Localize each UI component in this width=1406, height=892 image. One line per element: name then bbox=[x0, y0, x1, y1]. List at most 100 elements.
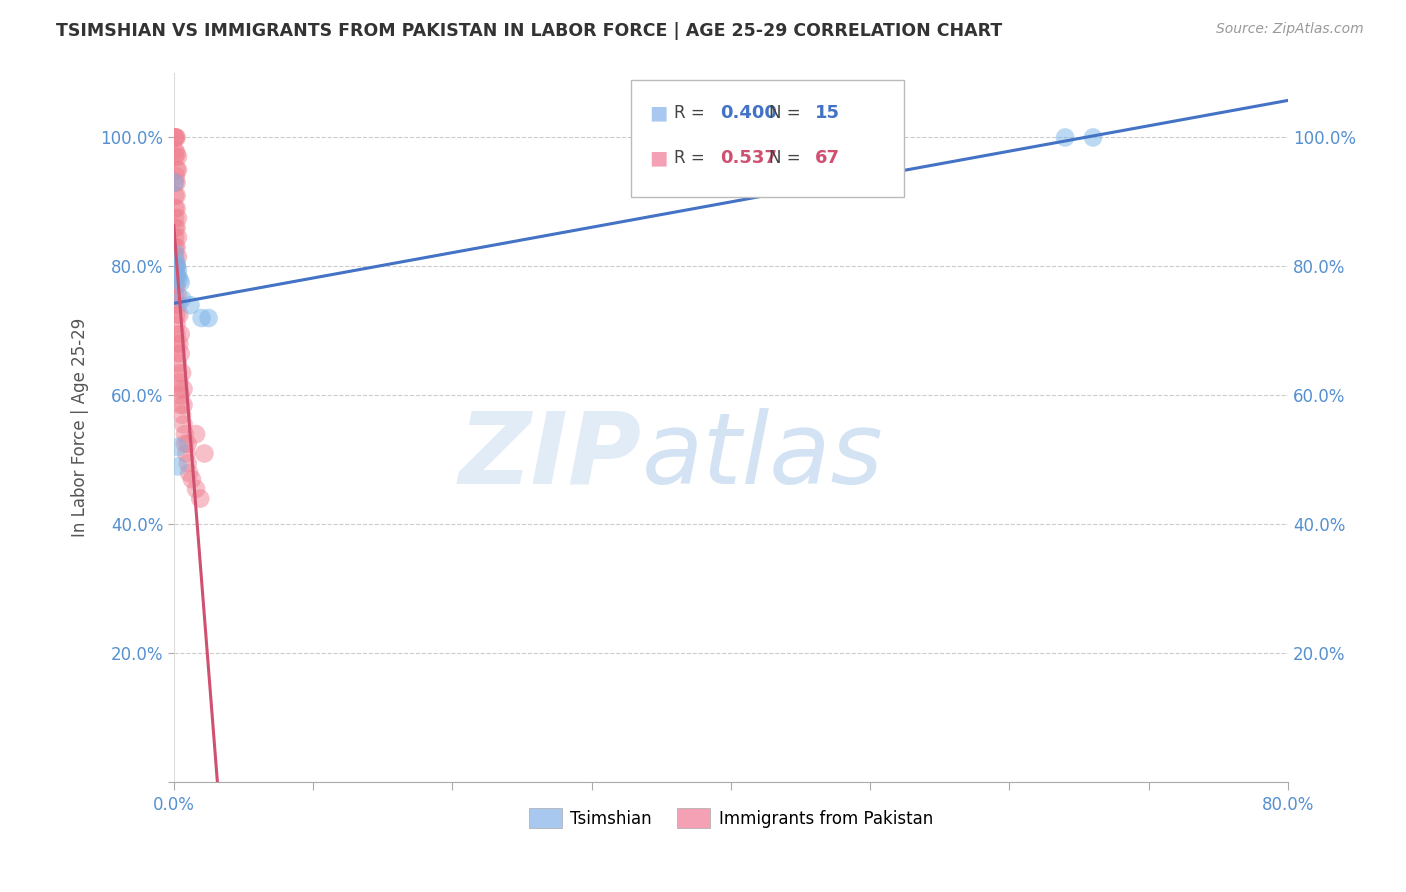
Point bbox=[167, 269, 190, 284]
Point bbox=[165, 130, 187, 145]
Point bbox=[166, 260, 188, 274]
Y-axis label: In Labor Force | Age 25-29: In Labor Force | Age 25-29 bbox=[72, 318, 89, 537]
Point bbox=[169, 308, 191, 322]
Point bbox=[166, 256, 188, 270]
Point bbox=[169, 272, 191, 286]
Point bbox=[166, 278, 188, 293]
Point bbox=[166, 308, 188, 322]
Point bbox=[167, 162, 190, 177]
Text: R =: R = bbox=[673, 149, 710, 167]
Point bbox=[179, 298, 201, 312]
Text: ZIP: ZIP bbox=[458, 408, 641, 505]
Point bbox=[165, 130, 187, 145]
Point bbox=[167, 211, 190, 225]
Point bbox=[169, 382, 191, 396]
Point bbox=[166, 176, 188, 190]
Point bbox=[166, 346, 188, 360]
Point bbox=[190, 311, 212, 326]
Point bbox=[176, 446, 198, 460]
Point bbox=[169, 376, 191, 390]
Point bbox=[165, 169, 187, 183]
Legend: Tsimshian, Immigrants from Pakistan: Tsimshian, Immigrants from Pakistan bbox=[522, 802, 939, 834]
FancyBboxPatch shape bbox=[631, 80, 904, 197]
Point bbox=[167, 250, 190, 264]
Point bbox=[170, 327, 193, 342]
Point bbox=[166, 146, 188, 161]
Point bbox=[170, 388, 193, 402]
Point bbox=[1081, 130, 1104, 145]
Text: 15: 15 bbox=[814, 104, 839, 122]
Point bbox=[188, 491, 211, 506]
Point bbox=[165, 176, 187, 190]
Text: ■: ■ bbox=[650, 103, 668, 123]
Point bbox=[167, 356, 190, 370]
Text: 67: 67 bbox=[814, 149, 839, 167]
Point bbox=[172, 408, 194, 422]
Point bbox=[169, 336, 191, 351]
Point bbox=[170, 346, 193, 360]
Point bbox=[165, 202, 187, 216]
Text: 0.537: 0.537 bbox=[720, 149, 776, 167]
Point bbox=[165, 220, 187, 235]
Point bbox=[165, 278, 187, 293]
Point bbox=[166, 327, 188, 342]
Point bbox=[167, 459, 190, 474]
Point bbox=[165, 298, 187, 312]
Point bbox=[170, 398, 193, 412]
Point bbox=[165, 288, 187, 302]
Point bbox=[166, 162, 188, 177]
Point bbox=[165, 269, 187, 284]
Point bbox=[177, 466, 200, 480]
Text: R =: R = bbox=[673, 104, 710, 122]
Point bbox=[165, 250, 187, 264]
Point bbox=[166, 130, 188, 145]
Text: ■: ■ bbox=[650, 149, 668, 168]
Point bbox=[167, 150, 190, 164]
Point bbox=[184, 427, 207, 442]
Point bbox=[197, 311, 219, 326]
Point bbox=[174, 427, 197, 442]
Point bbox=[166, 202, 188, 216]
Text: TSIMSHIAN VS IMMIGRANTS FROM PAKISTAN IN LABOR FORCE | AGE 25-29 CORRELATION CHA: TSIMSHIAN VS IMMIGRANTS FROM PAKISTAN IN… bbox=[56, 22, 1002, 40]
Point bbox=[167, 288, 190, 302]
Text: N =: N = bbox=[769, 149, 806, 167]
Point bbox=[167, 440, 190, 454]
Point bbox=[167, 298, 190, 312]
Point bbox=[167, 230, 190, 244]
Point bbox=[170, 276, 193, 290]
Point bbox=[193, 446, 215, 460]
Point bbox=[167, 366, 190, 380]
Point bbox=[163, 130, 186, 145]
Point bbox=[176, 456, 198, 470]
Text: Source: ZipAtlas.com: Source: ZipAtlas.com bbox=[1216, 22, 1364, 37]
Text: N =: N = bbox=[769, 104, 806, 122]
Point bbox=[167, 262, 190, 277]
Point bbox=[165, 230, 187, 244]
Point bbox=[165, 150, 187, 164]
Text: atlas: atlas bbox=[641, 408, 883, 505]
Point bbox=[173, 417, 195, 432]
Point bbox=[166, 269, 188, 284]
Point bbox=[165, 240, 187, 254]
Point bbox=[176, 437, 198, 451]
Point bbox=[166, 260, 188, 274]
Point bbox=[166, 188, 188, 202]
Point bbox=[174, 437, 197, 451]
Point bbox=[165, 246, 187, 260]
Point bbox=[172, 292, 194, 306]
Point bbox=[165, 144, 187, 158]
Point bbox=[165, 188, 187, 202]
Point bbox=[166, 220, 188, 235]
Point bbox=[166, 240, 188, 254]
Point bbox=[165, 260, 187, 274]
Point bbox=[180, 472, 202, 486]
Point bbox=[184, 482, 207, 496]
Point bbox=[1054, 130, 1077, 145]
Point bbox=[163, 176, 186, 190]
Point bbox=[172, 366, 194, 380]
Text: 0.400: 0.400 bbox=[720, 104, 776, 122]
Point bbox=[165, 211, 187, 225]
Point bbox=[166, 318, 188, 332]
Point bbox=[173, 398, 195, 412]
Point bbox=[173, 382, 195, 396]
